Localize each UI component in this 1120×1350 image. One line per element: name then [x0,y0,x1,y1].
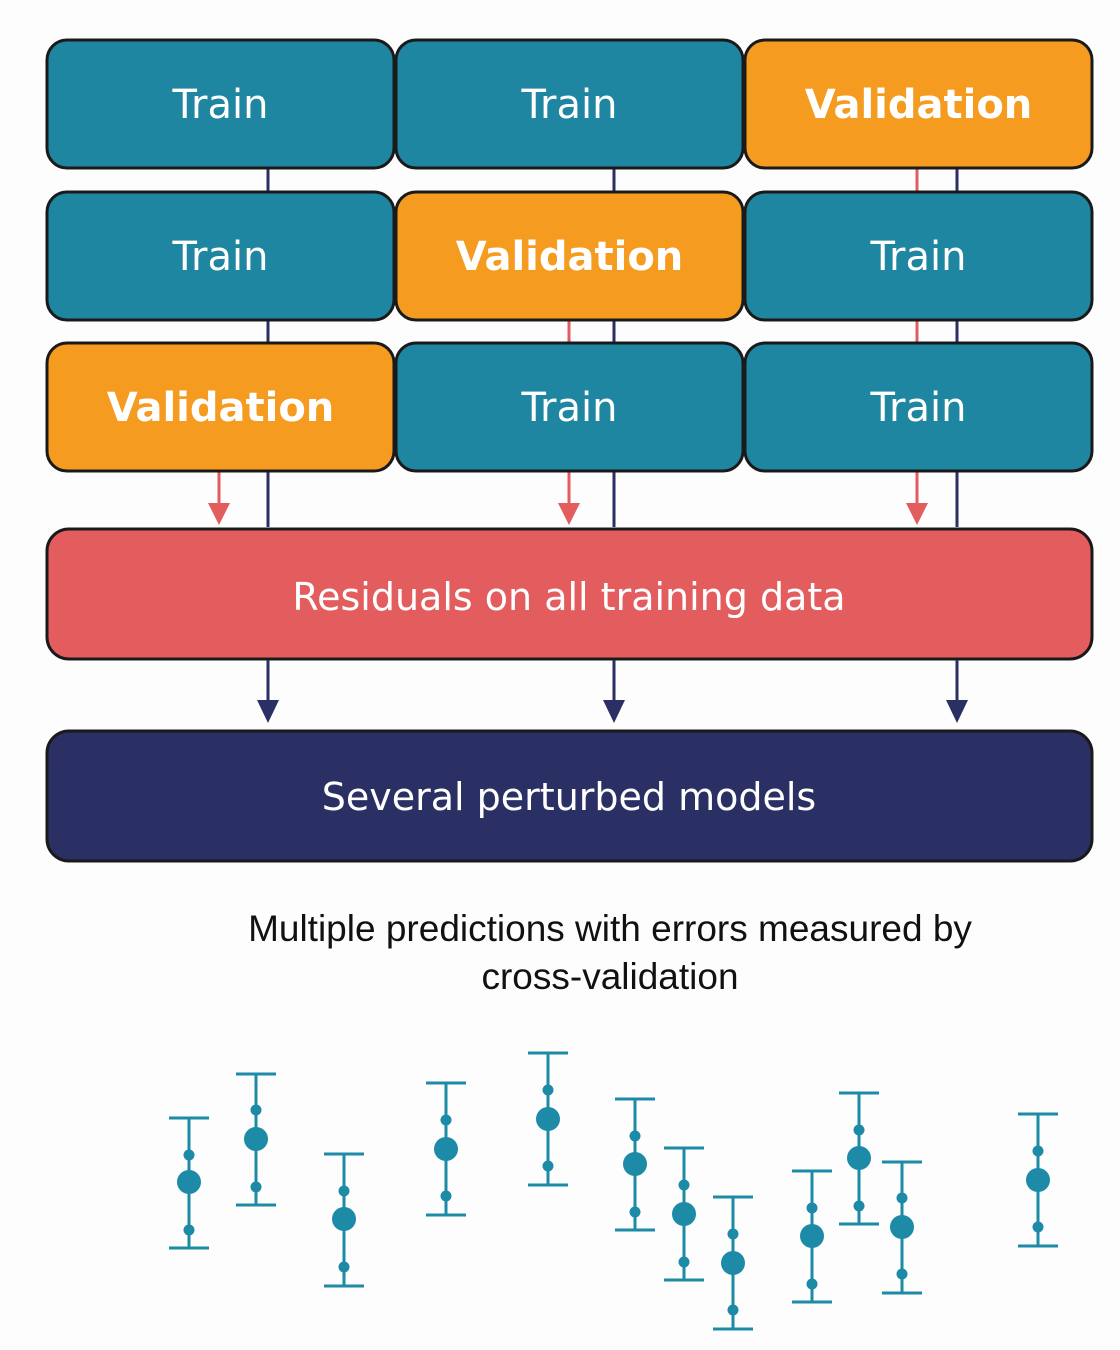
prediction-point [434,1137,458,1161]
error-bar-icon [169,1116,209,1250]
prediction-point [536,1107,560,1131]
model-arrow-head [946,700,968,723]
fold-cell-validation: Validation [45,341,396,473]
error-bar-icon [664,1146,704,1282]
error-bar-icon [528,1051,568,1187]
prediction-point [177,1170,201,1194]
error-bar-icon [324,1152,364,1288]
fold-grid: Train Train Validation Train Validation Train… [45,38,1094,473]
prediction-point [847,1146,871,1170]
fold-cell-label: Train [870,385,967,431]
models-box: Several perturbed models [45,729,1094,863]
fold-cell-label: Train [172,82,269,128]
fold-cell-box [45,341,396,473]
prediction-error-bars [169,1051,1058,1331]
fold-cell-label: Train [870,234,967,280]
fold-cell-box [743,190,1094,322]
fold-cell-label: Validation [456,234,684,280]
validation-arrow-head [558,503,580,525]
error-bar-icon [1018,1112,1058,1248]
caption-line-2: cross-validation [481,956,739,997]
fold-cell-box [743,38,1094,170]
fold-cell-train: Train [45,38,396,170]
fold-cell-train: Train [743,190,1094,322]
models-label: Several perturbed models [322,775,816,819]
fold-cell-train: Train [394,38,745,170]
prediction-point [800,1224,824,1248]
model-arrow-head [257,700,279,723]
prediction-point [1026,1168,1050,1192]
model-arrow-head [603,700,625,723]
fold-cell-train: Train [743,341,1094,473]
fold-cell-box [743,341,1094,473]
prediction-point [672,1202,696,1226]
fold-cell-validation: Validation [394,190,745,322]
fold-cell-label: Train [521,82,618,128]
error-bar-icon [713,1195,753,1331]
residuals-box: Residuals on all training data [45,527,1094,661]
fold-cell-train: Train [45,190,396,322]
error-bar-icon [882,1160,922,1295]
error-bar-icon [792,1169,832,1304]
prediction-point [244,1127,268,1151]
fold-cell-train: Train [394,341,745,473]
error-bar-icon [236,1072,276,1207]
error-bar-icon [426,1081,466,1217]
prediction-point [721,1251,745,1275]
fold-cell-label: Train [521,385,618,431]
fold-cell-box [45,190,396,322]
fold-cell-box [394,38,745,170]
prediction-point [623,1152,647,1176]
residuals-label: Residuals on all training data [292,575,845,619]
fold-cell-validation: Validation [743,38,1094,170]
model-arrows [257,660,968,723]
prediction-point [332,1207,356,1231]
validation-arrow-head [208,503,230,525]
error-bar-icon [839,1091,879,1226]
fold-cell-box [394,190,745,322]
caption-line-1: Multiple predictions with errors measure… [248,908,972,949]
prediction-point [890,1215,914,1239]
fold-cell-label: Validation [107,385,335,431]
fold-cell-label: Validation [805,82,1033,128]
fold-cell-box [45,38,396,170]
error-bar-icon [615,1097,655,1232]
validation-arrow-head [906,503,928,525]
fold-cell-box [394,341,745,473]
fold-cell-label: Train [172,234,269,280]
